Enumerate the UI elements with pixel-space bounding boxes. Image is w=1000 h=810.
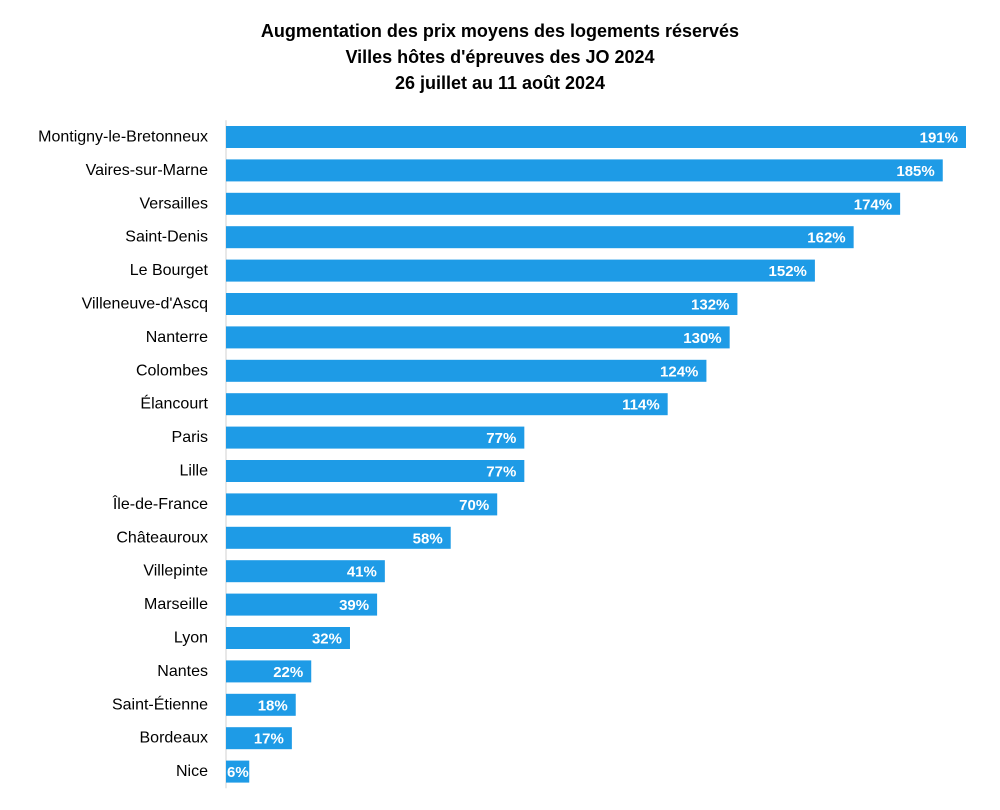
- data-label: 77%: [486, 464, 516, 481]
- category-label: Élancourt: [140, 394, 208, 413]
- data-label: 39%: [339, 597, 369, 614]
- bar: [226, 293, 738, 315]
- bar: [226, 326, 730, 349]
- bar: [226, 426, 525, 449]
- category-label: Villepinte: [143, 563, 208, 580]
- category-label: Paris: [172, 429, 208, 446]
- category-label: Montigny-le-Bretonneux: [38, 129, 208, 146]
- bar: [226, 126, 966, 148]
- category-label: Nice: [176, 763, 208, 780]
- data-label: 132%: [691, 297, 729, 314]
- data-label: 191%: [920, 130, 958, 147]
- data-label: 152%: [769, 263, 807, 280]
- data-label: 162%: [807, 230, 845, 247]
- category-label: Villeneuve-d'Ascq: [82, 296, 208, 313]
- category-label: Vaires-sur-Marne: [86, 162, 209, 179]
- category-label: Nanterre: [146, 329, 208, 346]
- category-label: Nantes: [157, 663, 208, 680]
- data-label: 185%: [896, 163, 934, 180]
- category-label: Châteauroux: [116, 529, 208, 546]
- data-label: 130%: [683, 330, 721, 347]
- category-label: Lille: [180, 463, 209, 480]
- category-label: Île-de-France: [112, 494, 208, 513]
- chart-title: Augmentation des prix moyens des logemen…: [0, 18, 1000, 96]
- chart-title-line-3: 26 juillet au 11 août 2024: [394, 73, 606, 93]
- bar: [226, 460, 525, 482]
- category-label: Bordeaux: [140, 730, 209, 747]
- bar: [226, 593, 378, 616]
- data-label: 58%: [413, 530, 443, 547]
- chart-title-line-2: Villes hôtes d'épreuves des JO 2024: [345, 47, 655, 67]
- category-label: Marseille: [144, 596, 208, 613]
- data-label: 124%: [660, 363, 698, 380]
- bar: [226, 760, 250, 783]
- bar: [226, 226, 854, 249]
- bar: [226, 660, 312, 683]
- data-label: 70%: [459, 497, 489, 514]
- data-label: 22%: [273, 664, 303, 681]
- bar: [226, 727, 292, 750]
- data-label: 32%: [312, 631, 342, 648]
- category-label: Le Bourget: [130, 262, 209, 279]
- bar: [226, 259, 815, 282]
- bar: [226, 192, 901, 215]
- category-label: Versailles: [140, 195, 208, 212]
- data-label: 41%: [347, 564, 377, 581]
- data-label: 18%: [258, 697, 288, 714]
- bar: [226, 627, 350, 649]
- bar: [226, 393, 668, 416]
- category-label: Saint-Étienne: [112, 694, 208, 713]
- data-label: 174%: [854, 196, 892, 213]
- category-label: Colombes: [136, 362, 208, 379]
- bar: [226, 159, 943, 182]
- chart-title-line-1: Augmentation des prix moyens des logemen…: [260, 21, 740, 41]
- bar: [226, 693, 296, 716]
- category-label: Saint-Denis: [125, 229, 208, 246]
- data-label: 77%: [486, 430, 516, 447]
- bar: [226, 526, 451, 549]
- data-label: 114%: [622, 397, 660, 414]
- category-label: Lyon: [174, 630, 208, 647]
- bar: [226, 493, 498, 516]
- data-label: 6%: [227, 764, 249, 781]
- data-label: 17%: [254, 731, 284, 748]
- bar: [226, 560, 385, 583]
- bar: [226, 359, 707, 382]
